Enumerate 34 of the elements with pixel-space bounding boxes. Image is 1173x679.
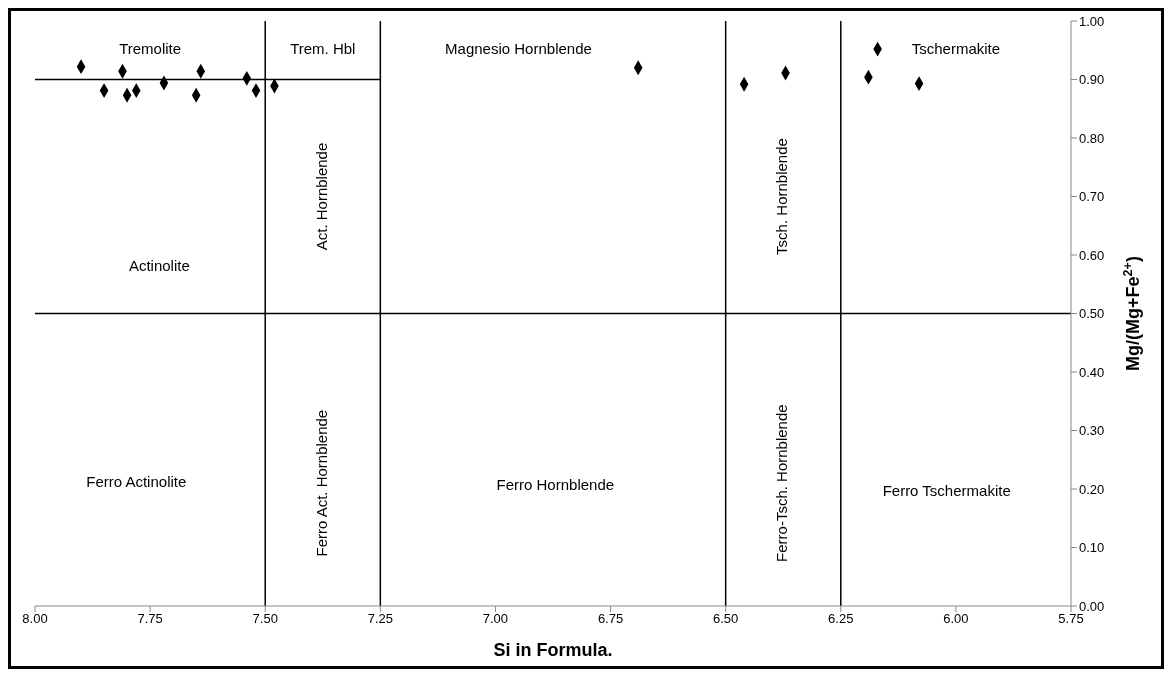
annotation: Tremolite <box>119 40 182 58</box>
x-tick-label: 7.25 <box>367 611 393 627</box>
x-tick-label: 7.00 <box>482 611 509 627</box>
x-tick-label: 6.00 <box>943 611 969 627</box>
x-tick-label: 5.75 <box>1058 611 1084 627</box>
y-tick-label: 0.80 <box>1079 130 1105 146</box>
y-tick-label: 0.90 <box>1079 72 1105 88</box>
annotation: Magnesio Hornblende <box>445 40 592 58</box>
x-tick-label: 6.75 <box>597 611 624 627</box>
y-tick-label: 0.10 <box>1079 540 1105 556</box>
x-tick-label: 6.50 <box>713 611 739 627</box>
y-tick-label: 0.50 <box>1079 306 1105 322</box>
y-tick-label: 0.20 <box>1079 481 1105 497</box>
annotation: Tschermakite <box>911 40 1001 58</box>
y-tick-label: 0.70 <box>1079 189 1105 205</box>
annotation: Ferro-Tsch. Hornblende <box>773 404 791 562</box>
annotation: Ferro Act. Hornblende <box>312 409 330 557</box>
x-tick-label: 7.75 <box>137 611 163 627</box>
y-tick-label: 0.00 <box>1079 598 1105 614</box>
annotation: Ferro Tschermakite <box>882 481 1011 499</box>
x-tick-label: 8.00 <box>22 611 48 627</box>
x-axis-title: Si in Formula. <box>493 640 613 660</box>
annotation: Trem. Hbl <box>290 40 356 58</box>
y-tick-label: 0.30 <box>1079 423 1105 439</box>
annotation: Act. Hornblende <box>312 142 330 251</box>
x-tick-label: 7.50 <box>252 611 278 627</box>
annotation: Actinolite <box>128 256 190 274</box>
annotation: Ferro Hornblende <box>496 476 615 494</box>
y-tick-label: 0.40 <box>1079 364 1105 380</box>
y-tick-label: 0.60 <box>1079 247 1105 263</box>
y-tick-label: 1.00 <box>1079 13 1105 29</box>
annotation: Tsch. Hornblende <box>773 138 791 255</box>
x-tick-label: 6.25 <box>828 611 854 627</box>
annotation: Ferro Actinolite <box>86 473 187 491</box>
